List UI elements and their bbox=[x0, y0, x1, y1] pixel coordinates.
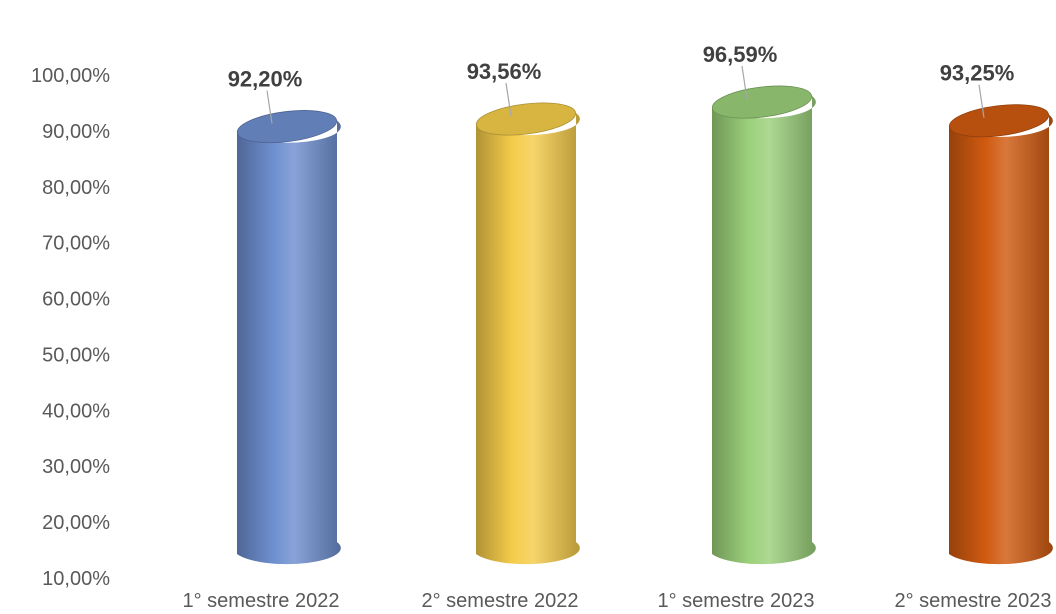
x-axis: 1° semestre 2022 2° semestre 2022 1° semes… bbox=[183, 590, 1052, 612]
data-label-leader bbox=[741, 65, 748, 100]
bars: 92,20% 93,56% 96,59% 93,25% bbox=[228, 42, 1053, 565]
data-label-leader bbox=[505, 82, 512, 117]
y-tick-label: 50,00% bbox=[42, 344, 110, 366]
bar-body bbox=[712, 96, 816, 565]
bar-1: 92,20% bbox=[228, 67, 341, 565]
bar-top bbox=[711, 85, 813, 119]
y-tick-label: 20,00% bbox=[42, 512, 110, 534]
y-tick-label: 70,00% bbox=[42, 233, 110, 255]
x-category-label: 2° semestre 2023 bbox=[895, 590, 1052, 612]
bar-body bbox=[476, 112, 580, 565]
data-label-leader bbox=[266, 90, 273, 124]
bar-2: 93,56% bbox=[467, 59, 580, 565]
data-label: 96,59% bbox=[703, 42, 778, 67]
bar-top bbox=[948, 104, 1050, 138]
data-label: 93,25% bbox=[940, 61, 1015, 86]
y-tick-label: 100,00% bbox=[31, 65, 110, 87]
data-label: 92,20% bbox=[228, 67, 303, 92]
y-tick-label: 90,00% bbox=[42, 121, 110, 143]
y-tick-label: 80,00% bbox=[42, 177, 110, 199]
y-tick-label: 10,00% bbox=[42, 568, 110, 590]
bar-top bbox=[236, 110, 338, 144]
x-category-label: 1° semestre 2023 bbox=[658, 590, 815, 612]
bar-body bbox=[949, 114, 1053, 565]
y-tick-label: 40,00% bbox=[42, 400, 110, 422]
bar-top bbox=[475, 102, 577, 136]
y-tick-label: 60,00% bbox=[42, 289, 110, 311]
x-category-label: 2° semestre 2022 bbox=[422, 590, 579, 612]
x-category-label: 1° semestre 2022 bbox=[183, 590, 340, 612]
bar-3: 96,59% bbox=[703, 42, 816, 565]
y-axis: 10,00% 20,00% 30,00% 40,00% 50,00% 60,00% 70,0… bbox=[31, 65, 110, 590]
bar-body bbox=[237, 120, 341, 565]
data-label: 93,56% bbox=[467, 59, 542, 84]
data-label-leader bbox=[978, 84, 985, 118]
bar-4: 93,25% bbox=[940, 61, 1053, 565]
y-tick-label: 30,00% bbox=[42, 456, 110, 478]
